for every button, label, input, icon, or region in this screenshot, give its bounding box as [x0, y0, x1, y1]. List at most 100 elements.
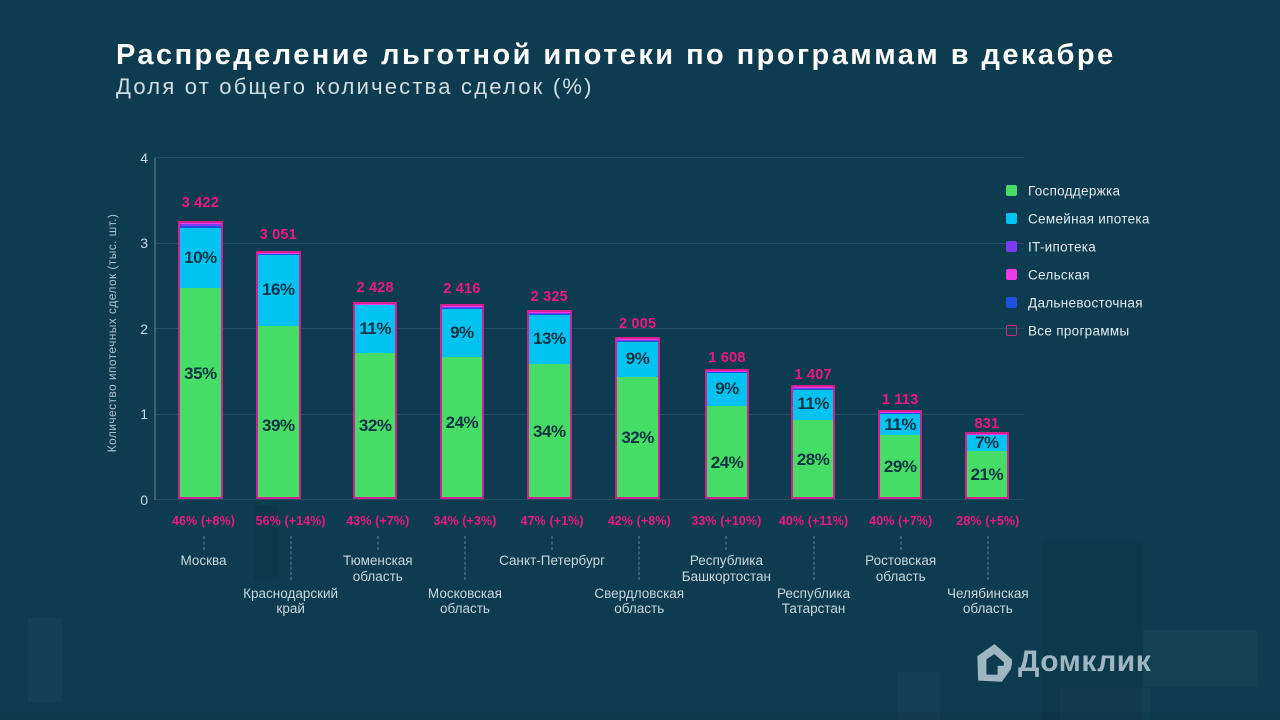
gospodderzhka-pct-label: 24%	[710, 452, 744, 472]
gospodderzhka-pct-label: 32%	[358, 416, 392, 436]
region-label-line: область	[962, 601, 1013, 616]
legend-item-label: Семейная ипотека	[1028, 211, 1150, 226]
segment-semeynaya	[258, 254, 299, 326]
region-label: Ростовская область	[811, 553, 991, 584]
semeynaya-pct-label: 9%	[715, 379, 739, 399]
legend-item-label: Господдержка	[1028, 183, 1121, 198]
bar-3	[352, 301, 398, 500]
share-change-label: 33% (+10%)	[691, 514, 762, 528]
region-label-line: область	[439, 601, 490, 616]
semeynaya-pct-label: 13%	[533, 329, 566, 349]
bar-9	[877, 409, 923, 500]
leader-dash	[725, 536, 727, 550]
background-patch	[1143, 630, 1257, 687]
gospodderzhka-pct-label: 29%	[883, 457, 917, 477]
segment-gospodderzhka	[966, 451, 1008, 498]
segment-dalnevostochnaya	[617, 340, 658, 342]
y-axis-line	[153, 157, 156, 500]
bar-value-label: 1 407	[794, 367, 832, 384]
bar-1	[178, 220, 223, 500]
segment-gospodderzhka	[792, 419, 834, 498]
region-label: Свердловская область	[549, 586, 729, 617]
segment-selskaya	[706, 370, 748, 372]
gridline	[155, 242, 1024, 244]
segment-gospodderzhka	[354, 353, 396, 498]
bar-value-label: 3 051	[259, 226, 297, 243]
share-change-label: 47% (+1%)	[520, 514, 584, 528]
bar-6	[615, 337, 660, 500]
share-change-label: 42% (+8%)	[607, 514, 671, 528]
leader-dash	[377, 536, 379, 550]
semeynaya-pct-label: 10%	[184, 247, 217, 267]
segment-dalnevostochnaya	[441, 308, 483, 309]
segment-semeynaya	[354, 304, 396, 354]
leader-dash	[464, 536, 466, 580]
chart-subtitle: Доля от общего количества сделок (%)	[116, 74, 594, 99]
segment-dalnevostochnaya	[529, 313, 570, 315]
region-label-line: область	[875, 568, 926, 584]
bar-value-label: 2 325	[530, 288, 568, 305]
background-patch	[0, 712, 1280, 720]
segment-semeynaya	[792, 389, 834, 420]
share-change-label: 46% (+8%)	[171, 514, 236, 528]
segment-semeynaya	[879, 414, 921, 435]
segment-gospodderzhka	[706, 405, 748, 498]
segment-it	[792, 387, 834, 389]
region-label: Московская область	[375, 586, 555, 617]
semeynaya-pct-label: 9%	[625, 349, 650, 369]
bar-value-label: 2 416	[443, 280, 481, 297]
region-label-line: Башкортостан	[681, 568, 772, 584]
domclick-logo: Домклик	[974, 641, 1151, 683]
legend-item: IT-ипотека	[1006, 239, 1236, 254]
gospodderzhka-pct-label: 34%	[533, 421, 566, 441]
region-label: Тюменская область	[288, 553, 468, 584]
segment-it	[879, 412, 921, 414]
segment-gospodderzhka	[441, 357, 483, 498]
segment-dalnevostochnaya	[879, 413, 921, 415]
share-change-label: 40% (+7%)	[869, 514, 933, 528]
bar-value-label: 1 608	[708, 350, 746, 367]
region-label: Краснодарский край	[201, 586, 381, 617]
legend-item: Семейная ипотека	[1006, 211, 1236, 226]
bar-10	[964, 431, 1010, 500]
background-patch	[1043, 540, 1143, 720]
segment-gospodderzhka	[258, 325, 299, 498]
region-label-line: Московская	[427, 585, 502, 601]
region-label-line: Тюменская	[342, 553, 413, 568]
segment-gospodderzhka	[180, 288, 221, 498]
bar-value-label: 2 428	[356, 279, 394, 296]
y-tick-label: 4	[140, 149, 148, 166]
chart-title: Распределение льготной ипотеки по програ…	[116, 39, 1116, 71]
legend-swatch-icon	[1006, 212, 1017, 224]
segment-selskaya	[441, 305, 483, 307]
domclick-logo-text: Домклик	[1018, 645, 1152, 678]
gospodderzhka-pct-label: 24%	[445, 413, 479, 433]
gospodderzhka-pct-label: 39%	[262, 415, 295, 435]
semeynaya-pct-label: 9%	[450, 323, 474, 343]
segment-selskaya	[617, 339, 658, 340]
gospodderzhka-pct-label: 21%	[970, 465, 1004, 485]
segment-it	[441, 306, 483, 309]
legend-swatch-icon	[1006, 240, 1017, 252]
segment-selskaya	[792, 386, 834, 388]
legend-item-label: IT-ипотека	[1028, 239, 1097, 254]
segment-gospodderzhka	[529, 364, 570, 498]
gridline	[155, 328, 1024, 329]
region-label-line: область	[352, 568, 403, 584]
gridline	[155, 157, 1024, 158]
semeynaya-pct-label: 11%	[884, 414, 916, 434]
legend-swatch-icon	[1006, 296, 1017, 308]
gridline	[155, 499, 1024, 500]
segment-semeynaya	[617, 341, 658, 377]
gridline	[155, 413, 1024, 415]
leader-dash	[551, 536, 553, 550]
region-label-line: Ростовская	[865, 553, 937, 568]
legend-item: Господдержка	[1006, 183, 1236, 198]
segment-it	[617, 339, 658, 341]
region-label-line: Челябинская	[946, 585, 1029, 601]
gospodderzhka-pct-label: 32%	[621, 428, 654, 448]
legend-swatch-icon	[1006, 268, 1017, 280]
semeynaya-pct-label: 7%	[975, 432, 999, 452]
bar-2	[256, 251, 301, 500]
